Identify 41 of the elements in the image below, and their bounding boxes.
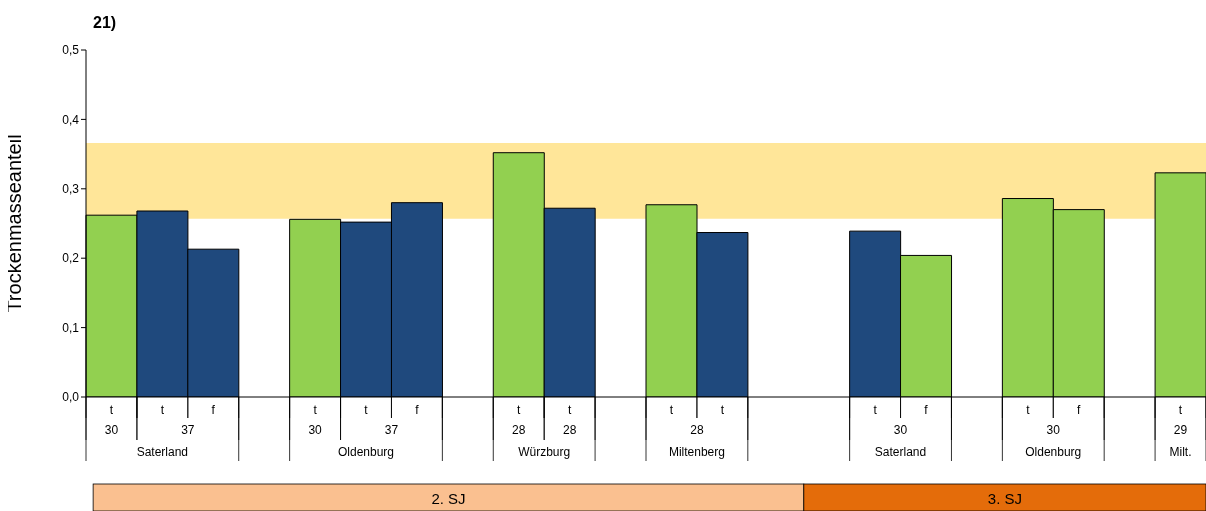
y-tick-label: 0,4	[62, 112, 80, 127]
text: 37	[384, 423, 399, 437]
x-tick-label: t	[364, 402, 369, 417]
y-tick-label: 0,5	[62, 43, 80, 58]
text: 30	[1046, 423, 1061, 437]
text: Würzburg	[518, 445, 571, 459]
x-tick-label: t	[567, 402, 572, 417]
x-tick-label: f	[924, 402, 929, 417]
text: 30	[893, 423, 908, 437]
text: 28	[512, 423, 526, 437]
text: Miltenberg	[668, 445, 725, 459]
text: 29	[1173, 423, 1188, 437]
x-tick-label: t	[517, 402, 522, 417]
text: 2. SJ	[431, 490, 466, 507]
x-tick-label: t	[1026, 402, 1031, 417]
chart-title: 21)	[93, 14, 117, 31]
text: 30	[308, 423, 323, 437]
text: Oldenburg	[337, 445, 395, 459]
x-tick-label: t	[313, 402, 318, 417]
x-tick-label: t	[1178, 402, 1183, 417]
y-tick-label: 0,3	[62, 182, 80, 197]
x-tick-label: t	[109, 402, 114, 417]
x-tick-label: f	[1077, 402, 1082, 417]
x-tick-label: f	[415, 402, 420, 417]
x-tick-label: t	[873, 402, 878, 417]
text: 37	[181, 423, 195, 437]
text: 28	[690, 423, 704, 437]
text: 3. SJ	[987, 490, 1022, 507]
x-tick-label: t	[669, 402, 674, 417]
text: Oldenburg	[1025, 445, 1082, 459]
text: Milt.	[1169, 445, 1192, 459]
y-tick-label: 0,1	[62, 320, 80, 335]
y-tick-label: 0,0	[62, 390, 80, 405]
text: 30	[104, 423, 119, 437]
text: Saterland	[874, 445, 927, 459]
y-tick-label: 0,2	[62, 251, 80, 266]
x-tick-label: t	[160, 402, 165, 417]
x-tick-label: f	[211, 402, 216, 417]
text: 28	[562, 423, 577, 437]
text: Saterland	[136, 445, 189, 459]
x-tick-label: t	[720, 402, 725, 417]
